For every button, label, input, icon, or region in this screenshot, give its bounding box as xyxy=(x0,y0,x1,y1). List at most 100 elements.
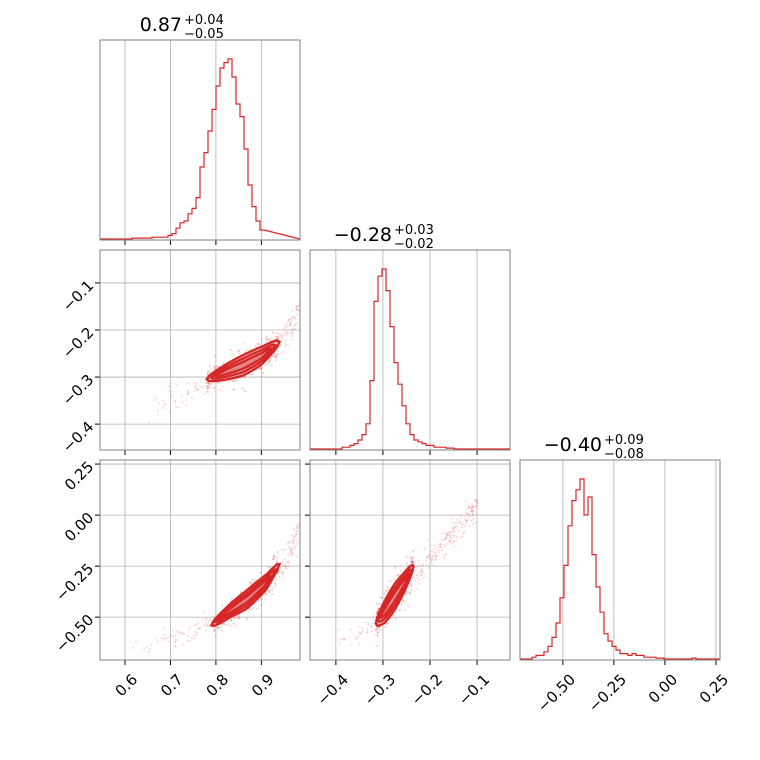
sample-point xyxy=(196,631,199,634)
sample-point xyxy=(460,523,463,526)
sample-point xyxy=(214,629,217,631)
sample-point xyxy=(175,406,178,409)
sample-point xyxy=(295,526,298,529)
sample-point xyxy=(295,543,298,546)
sample-point xyxy=(205,622,207,624)
sample-point xyxy=(283,331,286,334)
sample-point xyxy=(439,543,442,546)
sample-point xyxy=(187,389,190,392)
sample-point xyxy=(372,615,375,618)
sample-point xyxy=(288,541,291,544)
sample-point xyxy=(458,530,461,532)
sample-point xyxy=(205,618,208,620)
sample-point xyxy=(367,623,370,626)
sample-point xyxy=(216,626,219,629)
sample-point xyxy=(443,554,446,557)
sample-point xyxy=(294,538,297,541)
sample-point xyxy=(471,506,474,509)
sample-point xyxy=(370,625,373,628)
sample-point xyxy=(430,557,433,560)
sample-point xyxy=(359,631,362,634)
sample-point xyxy=(475,504,478,507)
sample-point xyxy=(193,389,196,392)
sample-point xyxy=(155,396,158,399)
x-tick-label-param-0: 0.6 xyxy=(112,671,142,701)
sample-point xyxy=(169,411,172,414)
sample-point xyxy=(193,382,196,385)
histogram-panel-0 xyxy=(99,39,301,245)
sample-point xyxy=(167,385,170,388)
sample-point xyxy=(467,507,470,510)
sample-point xyxy=(289,549,292,551)
sample-point xyxy=(424,575,427,578)
sample-point xyxy=(132,646,134,649)
sample-point xyxy=(286,332,289,335)
sample-point xyxy=(287,319,289,322)
sample-point xyxy=(380,597,383,599)
title-param-1: −0.28 +0.03−0.02 xyxy=(334,223,434,252)
sample-point xyxy=(471,510,474,513)
sample-point xyxy=(290,554,293,557)
panel-content xyxy=(337,498,479,660)
sample-point xyxy=(404,594,407,597)
sample-point xyxy=(269,566,272,569)
sample-point xyxy=(466,519,469,522)
sample-point xyxy=(458,521,461,524)
sample-point xyxy=(281,575,284,578)
sample-point xyxy=(399,608,402,611)
sample-point xyxy=(208,365,211,368)
sample-point xyxy=(281,338,284,341)
sample-point xyxy=(254,578,257,581)
sample-point xyxy=(213,386,216,389)
sample-point xyxy=(288,541,291,544)
sample-point xyxy=(465,519,468,522)
sample-point xyxy=(440,539,443,542)
sample-point xyxy=(194,386,197,389)
sample-point xyxy=(398,609,401,612)
sample-point xyxy=(207,620,210,623)
sample-point xyxy=(342,638,345,641)
sample-point xyxy=(281,334,283,337)
histogram-line-2 xyxy=(520,478,720,660)
sample-point xyxy=(289,323,291,326)
sample-point xyxy=(239,377,242,380)
sample-point xyxy=(475,505,478,508)
sample-point xyxy=(474,522,477,524)
sample-point xyxy=(471,513,474,516)
sample-point xyxy=(235,616,238,619)
sample-point xyxy=(280,333,283,336)
sample-point xyxy=(296,525,299,528)
sample-point xyxy=(453,526,456,529)
sample-point xyxy=(206,372,209,375)
sample-point xyxy=(233,379,236,382)
sample-point xyxy=(241,387,244,390)
sample-point xyxy=(259,368,262,370)
sample-point xyxy=(229,348,232,351)
sample-point xyxy=(445,537,448,540)
sample-point xyxy=(279,566,282,569)
sample-point xyxy=(365,621,367,624)
sample-point xyxy=(194,631,197,634)
sample-point xyxy=(227,380,230,382)
sample-point xyxy=(449,540,452,543)
sample-point xyxy=(357,625,360,628)
sample-point xyxy=(449,536,452,539)
sample-point xyxy=(291,319,293,322)
panels-layer xyxy=(95,39,721,665)
sample-point xyxy=(427,555,430,558)
sample-point xyxy=(443,557,445,560)
sample-point xyxy=(195,388,198,391)
x-tick-label-param-2: −0.50 xyxy=(534,671,579,716)
sample-point xyxy=(449,534,452,537)
sample-point xyxy=(452,530,455,533)
sample-point xyxy=(287,560,290,563)
sample-point xyxy=(279,343,282,346)
sample-point xyxy=(150,644,153,647)
sample-point xyxy=(205,625,208,628)
sample-point xyxy=(195,633,198,636)
sample-point xyxy=(277,333,280,336)
sample-point xyxy=(425,564,428,567)
sample-point xyxy=(185,403,188,406)
sample-point xyxy=(355,637,357,640)
sample-point xyxy=(293,535,296,538)
